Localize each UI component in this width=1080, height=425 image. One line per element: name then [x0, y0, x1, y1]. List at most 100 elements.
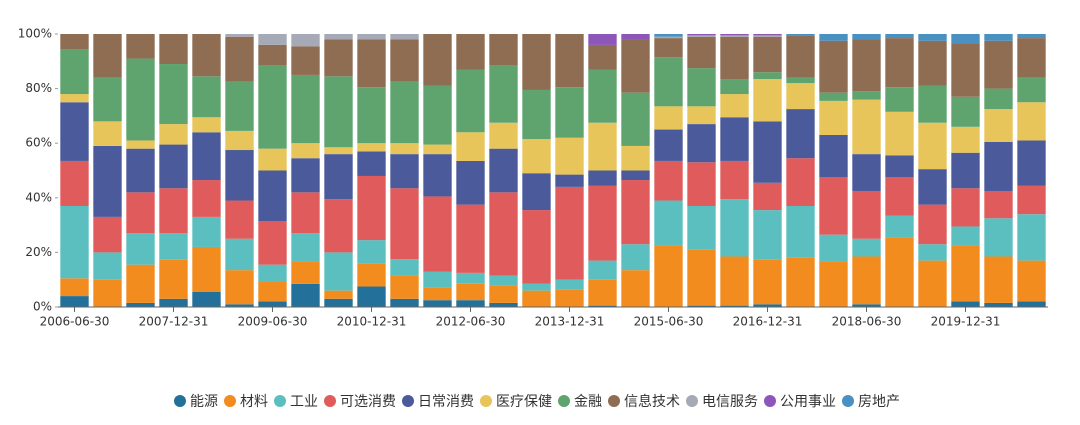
bar-segment: [753, 182, 782, 211]
y-tick-label: 80%: [25, 81, 52, 95]
y-tick-label: 60%: [25, 136, 52, 150]
bar-segment: [621, 145, 650, 171]
x-tick-label: 2006-06-30: [40, 315, 110, 329]
bar-segment: [93, 121, 122, 146]
bar-segment: [819, 135, 848, 178]
bar-segment: [1017, 214, 1046, 261]
bar-segment: [522, 210, 551, 284]
bar-segment: [819, 92, 848, 101]
bar-segment: [60, 94, 89, 103]
bar-segment: [753, 35, 782, 37]
bar-segment: [984, 141, 1013, 191]
bar-segment: [489, 275, 518, 286]
bar-segment: [687, 124, 716, 163]
bar-segment: [423, 85, 452, 145]
bar-segment: [918, 85, 947, 123]
bar-segment: [918, 40, 947, 86]
bar-segment: [258, 44, 287, 66]
bar-segment: [654, 200, 683, 246]
legend-marker: [480, 395, 492, 407]
bar-segment: [456, 300, 485, 307]
bar-segment: [258, 148, 287, 171]
bar-segment: [357, 240, 386, 264]
bar-segment: [1017, 140, 1046, 186]
bar-segment: [390, 188, 419, 260]
bar-segment: [885, 111, 914, 156]
plot-area: 0% 20% 40% 60% 80% 100% 2006-06-30 2007-12-31 20…: [18, 27, 1048, 329]
bar-segment: [1017, 77, 1046, 103]
legend-item[interactable]: 医疗保健: [480, 394, 552, 410]
bar-segment: [984, 256, 1013, 303]
bar-segment: [126, 58, 155, 141]
bar-segment: [456, 69, 485, 133]
bar-segment: [357, 87, 386, 144]
bar-segment: [324, 154, 353, 200]
bar-segment: [918, 204, 947, 245]
x-tick-label: 2016-12-31: [733, 315, 803, 329]
bar-segment: [621, 170, 650, 181]
bar-segment: [93, 34, 122, 78]
bar-segment: [258, 264, 287, 282]
legend-label: 公用事业: [780, 394, 836, 410]
bar-segment: [819, 34, 848, 41]
legend-item[interactable]: 工业: [274, 394, 318, 410]
bar-segment: [324, 290, 353, 299]
legend-item[interactable]: 公用事业: [764, 394, 836, 410]
bar-segment: [456, 204, 485, 273]
bar-segment: [225, 81, 254, 131]
legend-item[interactable]: 金融: [558, 394, 602, 410]
bar-segment: [588, 69, 617, 123]
legend-item[interactable]: 信息技术: [608, 393, 680, 410]
bar-segment: [852, 91, 881, 100]
bar-segment: [654, 34, 683, 37]
bar-segment: [291, 192, 320, 234]
bar-segment: [522, 173, 551, 211]
legend-item[interactable]: 房地产: [842, 394, 900, 410]
bar-segment: [192, 216, 221, 247]
bar-segment: [588, 170, 617, 186]
bar-segment: [60, 278, 89, 297]
bar-segment: [291, 283, 320, 307]
bar-segment: [159, 64, 188, 125]
bar-segment: [588, 44, 617, 70]
bar-segment: [621, 180, 650, 245]
bar-segment: [621, 270, 650, 307]
legend-item[interactable]: 可选消费: [324, 394, 396, 410]
bar-segment: [621, 34, 650, 40]
legend-marker: [174, 395, 186, 407]
x-tick-label: 2009-06-30: [238, 315, 308, 329]
bar-segment: [126, 34, 155, 59]
x-tick-label: 2013-12-31: [535, 315, 605, 329]
bar-segment: [918, 260, 947, 307]
legend: 能源 材料 工业 可选消费 日常消费 医疗保健 金融 信息技术 电信服务 公用事业 房地产: [174, 393, 900, 410]
legend-item[interactable]: 日常消费: [402, 394, 474, 410]
legend-marker: [274, 395, 286, 407]
bar-segment: [390, 34, 419, 40]
bar-segment: [753, 210, 782, 260]
bar-segment: [555, 289, 584, 307]
bar-segment: [192, 246, 221, 292]
bar-segment: [60, 102, 89, 161]
bar-segment: [192, 132, 221, 181]
bar-segment: [390, 154, 419, 189]
bar-segment: [852, 99, 881, 155]
bar-segment: [984, 109, 1013, 142]
bar-segment: [720, 160, 749, 200]
bar-segment: [1017, 34, 1046, 39]
bar-segment: [258, 34, 287, 45]
bar-segment: [819, 234, 848, 262]
bar-segment: [885, 34, 914, 39]
bar-segment: [984, 190, 1013, 219]
bar-segment: [390, 275, 419, 299]
bar-segment: [489, 285, 518, 303]
legend-item[interactable]: 材料: [224, 394, 268, 410]
legend-item[interactable]: 电信服务: [686, 394, 758, 410]
bar-segment: [126, 192, 155, 234]
bar-segment: [555, 87, 584, 138]
y-tick-label: 40%: [25, 190, 52, 204]
legend-label: 金融: [574, 394, 602, 410]
bar-segment: [390, 259, 419, 276]
bar-segment: [720, 117, 749, 161]
legend-item[interactable]: 能源: [174, 394, 218, 410]
